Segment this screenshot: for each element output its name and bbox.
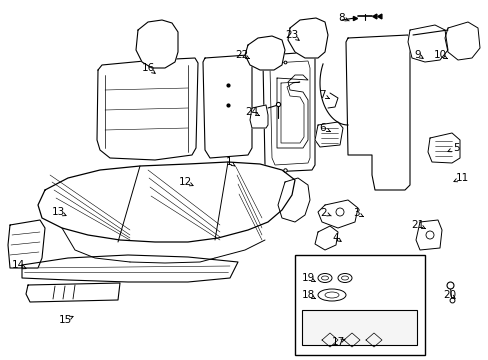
Text: 19: 19: [301, 273, 314, 283]
Text: 17: 17: [331, 337, 344, 347]
Polygon shape: [407, 25, 447, 62]
Polygon shape: [136, 20, 178, 68]
Polygon shape: [444, 22, 479, 60]
Polygon shape: [281, 82, 304, 143]
Polygon shape: [276, 75, 307, 148]
Polygon shape: [287, 18, 327, 58]
Polygon shape: [26, 283, 120, 302]
Text: 5: 5: [452, 143, 458, 153]
Polygon shape: [427, 133, 459, 163]
Text: 18: 18: [301, 290, 314, 300]
Text: 11: 11: [454, 173, 468, 183]
Text: 14: 14: [11, 260, 24, 270]
Polygon shape: [97, 58, 198, 160]
Text: 22: 22: [235, 50, 248, 60]
Polygon shape: [346, 35, 409, 190]
Text: 15: 15: [58, 315, 71, 325]
Text: 16: 16: [141, 63, 154, 73]
Polygon shape: [8, 220, 45, 268]
Polygon shape: [269, 61, 309, 165]
Text: 12: 12: [178, 177, 191, 187]
Text: 9: 9: [414, 50, 421, 60]
Text: 13: 13: [51, 207, 64, 217]
Polygon shape: [415, 220, 441, 250]
Text: 6: 6: [319, 123, 325, 133]
Polygon shape: [263, 52, 314, 172]
Polygon shape: [203, 55, 251, 158]
Text: 3: 3: [352, 208, 359, 218]
Bar: [294, 255, 424, 355]
Text: 7: 7: [318, 90, 325, 100]
Polygon shape: [314, 226, 337, 250]
Text: 2: 2: [320, 208, 326, 218]
Polygon shape: [317, 200, 357, 228]
Text: 10: 10: [432, 50, 446, 60]
Polygon shape: [314, 122, 342, 147]
Text: 1: 1: [225, 157, 232, 167]
Polygon shape: [278, 178, 309, 222]
Polygon shape: [22, 255, 238, 282]
Text: 21: 21: [410, 220, 424, 230]
Polygon shape: [244, 36, 285, 70]
Text: 24: 24: [245, 107, 258, 117]
Polygon shape: [38, 162, 294, 242]
Polygon shape: [249, 105, 267, 128]
Text: 23: 23: [285, 30, 298, 40]
Bar: [302, 310, 416, 345]
Text: 4: 4: [332, 233, 339, 243]
Text: 20: 20: [443, 290, 456, 300]
Text: 8: 8: [338, 13, 345, 23]
